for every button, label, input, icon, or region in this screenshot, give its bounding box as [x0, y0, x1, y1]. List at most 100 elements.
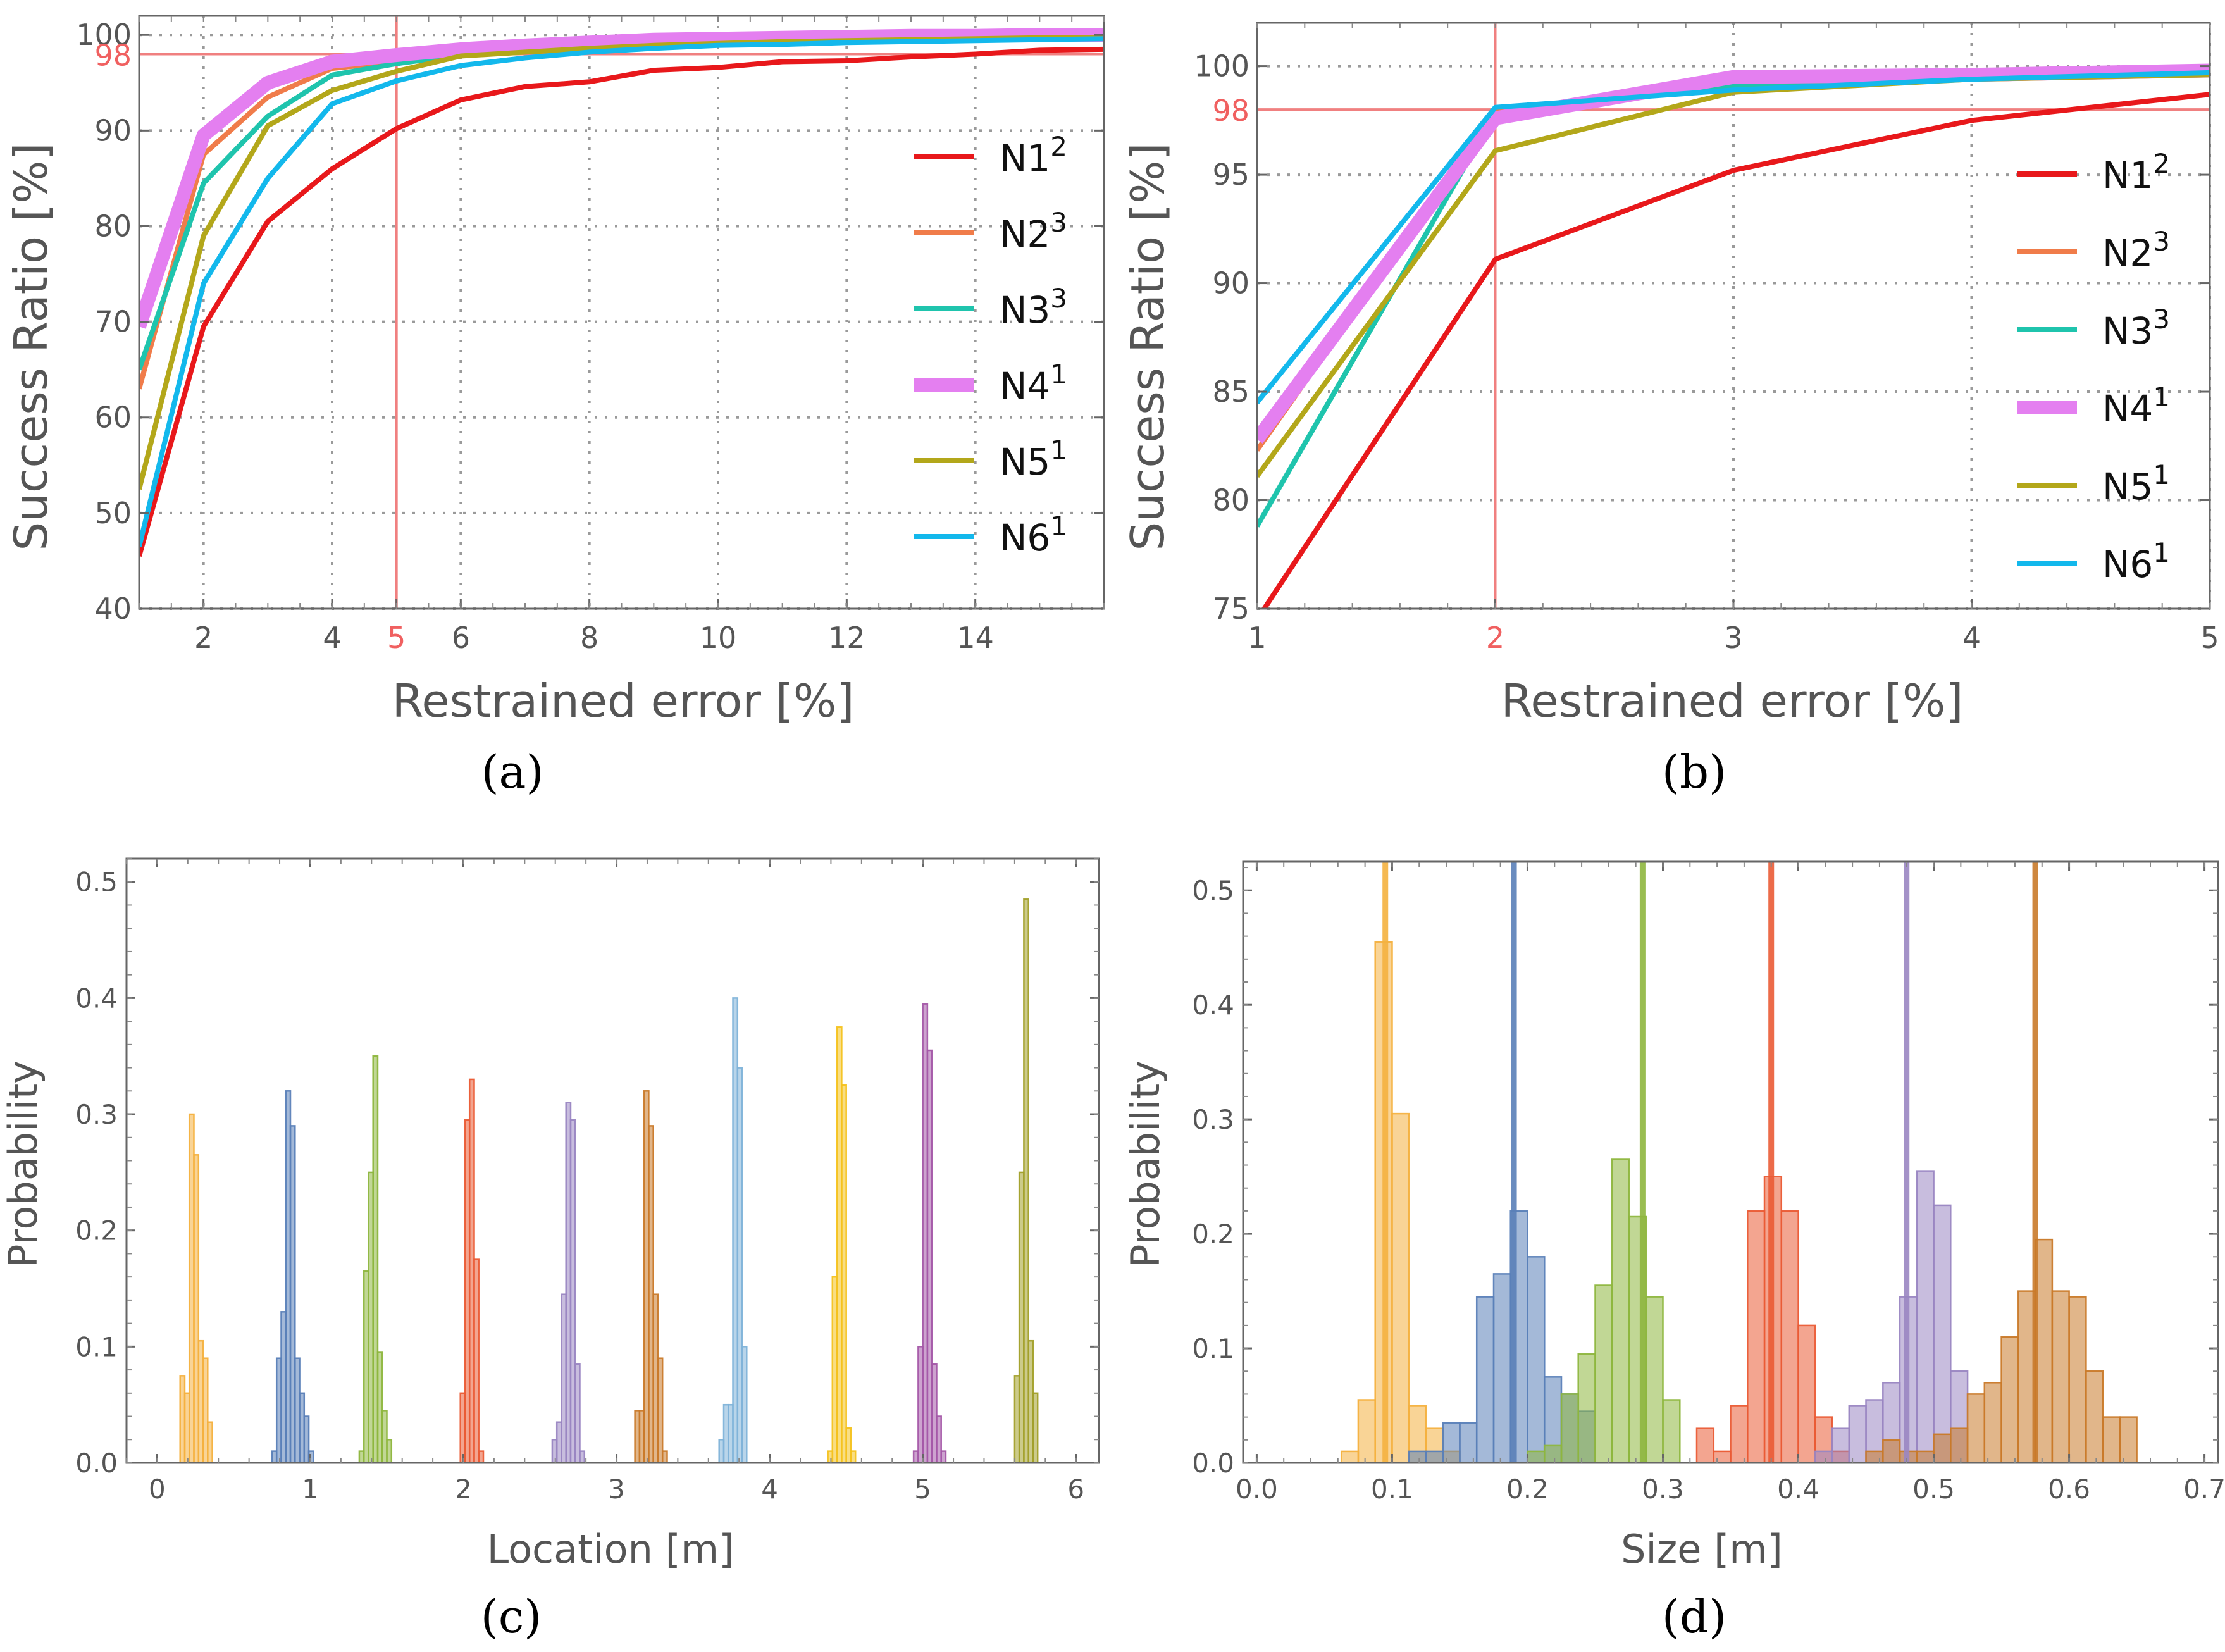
d-true-value-lines — [1382, 862, 2038, 1463]
b-xtick-label: 4 — [1962, 621, 1981, 655]
d-bar-group3 — [1560, 1393, 1580, 1464]
b-caption: (b) — [1662, 745, 1726, 798]
b-legend-label-n3: N33 — [2102, 304, 2170, 352]
d-plot-frame — [1242, 860, 2219, 1464]
c-bar-group6 — [661, 1450, 668, 1464]
a-legend-label-n6: N61 — [1000, 511, 1067, 559]
a-legend-sup: 2 — [1050, 131, 1067, 162]
d-bar-group1 — [1340, 1450, 1360, 1464]
d-bar-group3 — [1577, 1353, 1596, 1464]
d-bar-group6 — [1882, 1439, 1901, 1464]
a-xtick-label: 8 — [580, 621, 598, 655]
a-legend-label-n3: N33 — [1000, 283, 1067, 332]
d-xtick-label: 0.2 — [1506, 1474, 1549, 1505]
a-legend-name: N5 — [1000, 440, 1050, 483]
b-legend-label-n4: N41 — [2102, 382, 2170, 430]
d-x-axis-label: Size [m] — [1621, 1526, 1783, 1572]
a-series-n6 — [139, 36, 1104, 547]
d-xtick-label: 0.7 — [2183, 1474, 2225, 1505]
c-ytick-label: 0.2 — [75, 1215, 118, 1246]
d-xtick-label: 0.0 — [1236, 1474, 1278, 1505]
a-ytick-label: 50 — [94, 496, 132, 530]
a-legend-name: N6 — [1000, 516, 1050, 559]
d-bar-group4 — [1780, 1210, 1799, 1464]
b-legend-sup: 2 — [2153, 148, 2170, 179]
c-bar-group6 — [657, 1357, 664, 1464]
d-bar-group4 — [1695, 1427, 1715, 1464]
a-ytick-label: 80 — [94, 209, 132, 243]
b-ticks: 75 80 85 90 95 100 1 2 3 4 5 98 — [1194, 23, 2219, 655]
b-series-n1 — [1261, 92, 2210, 609]
d-bars — [1340, 941, 2138, 1464]
c-xtick-label: 3 — [608, 1474, 625, 1505]
a-xtick-label: 5 — [387, 621, 406, 655]
d-ytick-label: 0.0 — [1192, 1448, 1234, 1479]
d-bar-group2 — [1492, 1273, 1512, 1464]
c-y-axis-label: Probability — [0, 1060, 46, 1268]
d-bar-group6 — [1983, 1382, 2002, 1464]
c-caption: (c) — [481, 1590, 542, 1643]
d-bar-group6 — [1916, 1450, 1935, 1464]
c-xtick-label: 0 — [149, 1474, 166, 1505]
b-series — [1257, 63, 2210, 609]
d-bar-group3 — [1543, 1444, 1563, 1464]
a-legend-sup: 3 — [1050, 283, 1067, 314]
b-legend-sup: 1 — [2153, 382, 2170, 413]
a-ref-y-label: 98 — [94, 38, 132, 72]
b-legend-name: N1 — [2102, 154, 2153, 197]
a-legend-name: N4 — [1000, 364, 1050, 407]
d-xtick-label: 0.4 — [1777, 1474, 1819, 1505]
c-bar-group10 — [1032, 1392, 1039, 1464]
b-y-axis-label: Success Ratio [%] — [1121, 142, 1174, 550]
b-xtick-label: 2 — [1486, 621, 1504, 655]
c-ytick-label: 0.3 — [75, 1099, 118, 1130]
c-bar-group9 — [940, 1450, 947, 1464]
b-legend-label-n1: N12 — [2102, 148, 2170, 197]
a-legend-sup: 3 — [1050, 207, 1067, 238]
b-ytick-label: 85 — [1212, 375, 1249, 409]
d-bar-group6 — [2102, 1416, 2121, 1464]
a-legend-name: N1 — [1000, 137, 1050, 180]
panel-c: 0.0 0.1 0.2 0.3 0.4 0.5 0 1 2 3 4 5 6 Location [m] P… — [0, 857, 1100, 1643]
b-legend-name: N5 — [2102, 465, 2153, 508]
c-ytick-label: 0.4 — [75, 983, 118, 1014]
b-legend-name: N6 — [2102, 543, 2153, 586]
c-bar-group1 — [207, 1421, 213, 1464]
a-ytick-label: 100 — [76, 18, 132, 52]
b-series-n4 — [1257, 63, 2210, 444]
b-ref-y-label: 98 — [1212, 94, 1249, 128]
d-bar-group6 — [2068, 1296, 2087, 1464]
d-bar-group2 — [1442, 1422, 1461, 1464]
d-ytick-label: 0.1 — [1192, 1333, 1234, 1364]
c-bar-group4 — [473, 1258, 480, 1464]
d-ytick-label: 0.2 — [1192, 1219, 1234, 1250]
a-legend-label-n4: N41 — [1000, 359, 1067, 407]
b-ytick-label: 100 — [1194, 49, 1249, 84]
b-ytick-label: 75 — [1212, 592, 1249, 626]
a-legend-name: N2 — [1000, 213, 1050, 256]
d-bar-group3 — [1662, 1399, 1681, 1464]
panel-d: 0.0 0.1 0.2 0.3 0.4 0.5 0.0 0.1 0.2 0.3 0.4 0.5 0.6 0… — [1122, 860, 2225, 1643]
c-bar-group3 — [386, 1439, 393, 1464]
d-bar-group6 — [1933, 1433, 1952, 1464]
d-bar-group5 — [1916, 1170, 1935, 1464]
d-xtick-label: 0.5 — [1912, 1474, 1955, 1505]
d-bar-group6 — [2000, 1336, 2019, 1464]
b-legend-sup: 3 — [2153, 226, 2170, 257]
d-bar-group6 — [2119, 1416, 2138, 1464]
c-ytick-label: 0.5 — [75, 867, 118, 898]
d-bar-group2 — [1425, 1450, 1444, 1464]
d-bar-group5 — [1831, 1427, 1850, 1464]
d-ytick-label: 0.4 — [1192, 990, 1234, 1021]
d-bar-group5 — [1814, 1450, 1833, 1464]
d-ticks: 0.0 0.1 0.2 0.3 0.4 0.5 0.0 0.1 0.2 0.3 0.4 0.5 0.6 0… — [1192, 862, 2225, 1505]
a-ytick-label: 40 — [94, 592, 132, 626]
b-legend-sup: 1 — [2153, 537, 2170, 568]
d-bar-group3 — [1645, 1296, 1664, 1464]
d-bar-group6 — [1865, 1450, 1884, 1464]
b-legend-name: N2 — [2102, 232, 2153, 275]
a-ytick-label: 90 — [94, 113, 132, 147]
